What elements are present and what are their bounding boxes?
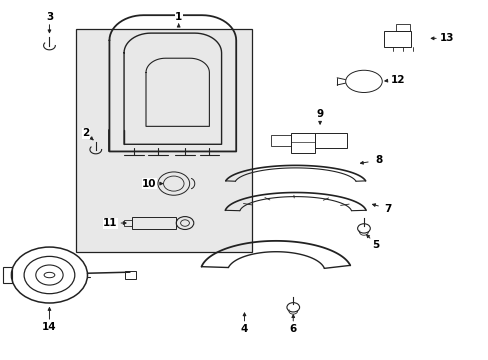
- Text: 10: 10: [142, 179, 156, 189]
- Bar: [76, 30, 251, 252]
- Bar: [315, 134, 346, 148]
- Text: 12: 12: [390, 75, 405, 85]
- Text: 9: 9: [316, 109, 323, 119]
- Bar: [384, 31, 410, 47]
- Text: 1: 1: [175, 12, 182, 22]
- Text: 3: 3: [46, 12, 53, 22]
- Text: 4: 4: [240, 324, 248, 334]
- Bar: [3, 267, 12, 283]
- Text: 8: 8: [374, 155, 382, 165]
- Text: 11: 11: [103, 218, 118, 228]
- Text: 2: 2: [82, 129, 89, 138]
- Text: 6: 6: [289, 324, 296, 334]
- Text: 7: 7: [384, 204, 391, 214]
- Text: 5: 5: [372, 239, 379, 249]
- Bar: [290, 134, 315, 153]
- Bar: [123, 220, 132, 226]
- Text: 13: 13: [439, 33, 453, 43]
- Bar: [395, 24, 409, 31]
- Bar: [132, 217, 176, 229]
- Bar: [271, 135, 290, 146]
- Text: 14: 14: [42, 322, 57, 332]
- Bar: [125, 271, 136, 279]
